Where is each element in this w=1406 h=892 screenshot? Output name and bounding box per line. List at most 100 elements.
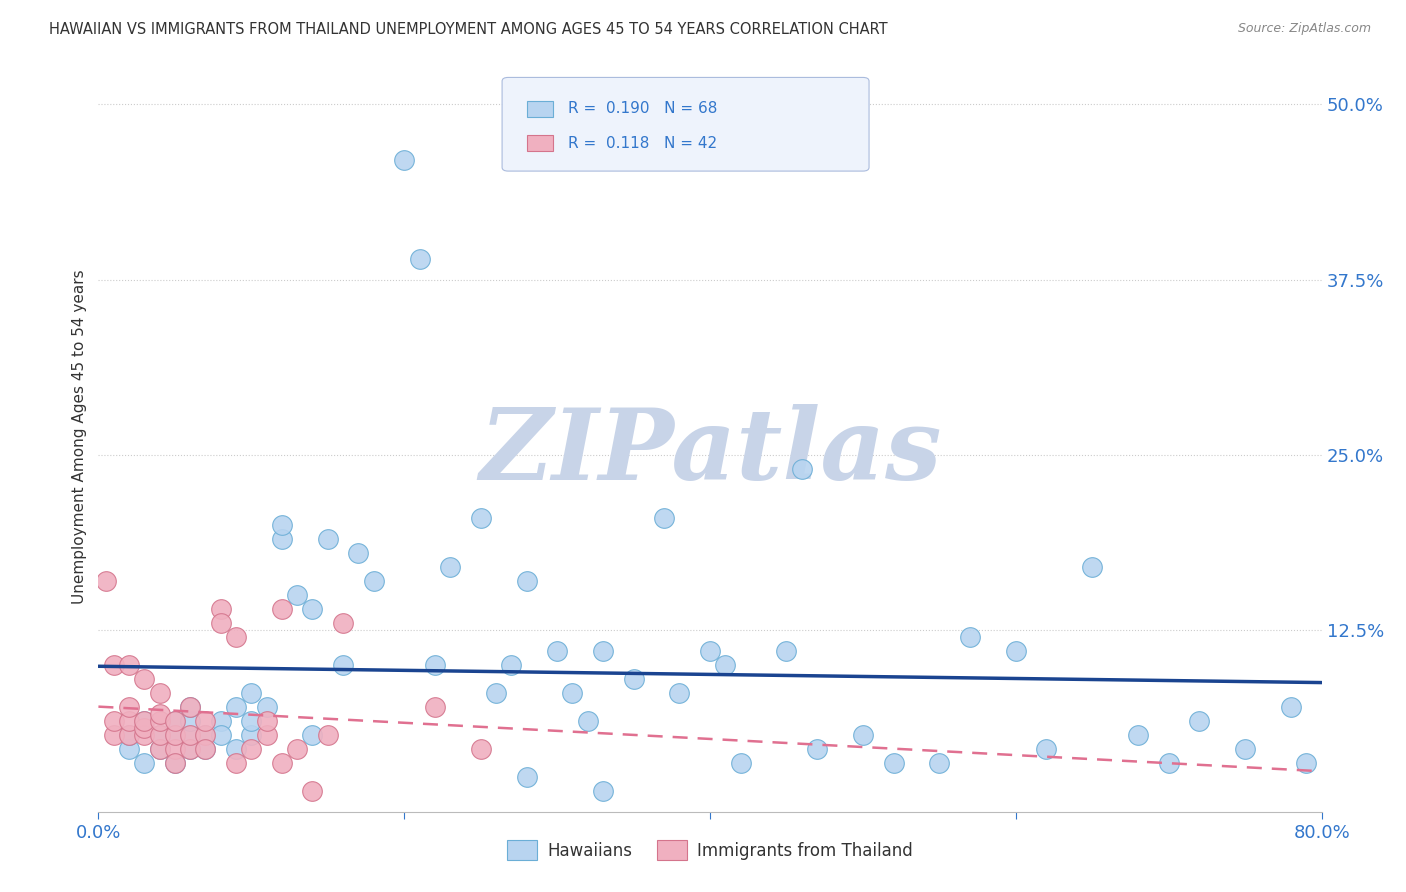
Point bbox=[134, 672, 156, 686]
Point bbox=[103, 657, 125, 672]
Point bbox=[546, 643, 568, 657]
Point bbox=[149, 706, 172, 721]
Point bbox=[270, 601, 292, 615]
Point bbox=[301, 601, 323, 615]
Point bbox=[163, 728, 186, 742]
Point bbox=[301, 783, 323, 797]
Point bbox=[790, 461, 813, 475]
Point bbox=[149, 686, 172, 700]
Point bbox=[270, 532, 292, 546]
Point bbox=[1004, 643, 1026, 657]
Point bbox=[179, 714, 201, 728]
Text: R =  0.190   N = 68: R = 0.190 N = 68 bbox=[568, 102, 717, 116]
Point bbox=[1279, 699, 1302, 714]
Point bbox=[363, 574, 385, 588]
Point bbox=[118, 699, 141, 714]
FancyBboxPatch shape bbox=[527, 101, 554, 117]
Point bbox=[163, 741, 186, 756]
Point bbox=[256, 699, 278, 714]
Point bbox=[149, 728, 172, 742]
Point bbox=[270, 517, 292, 532]
Point bbox=[194, 741, 217, 756]
Point bbox=[852, 728, 875, 742]
Point bbox=[134, 714, 156, 728]
Point bbox=[285, 741, 308, 756]
Point bbox=[623, 672, 645, 686]
Point bbox=[316, 532, 339, 546]
Point bbox=[225, 741, 247, 756]
Point bbox=[134, 721, 156, 735]
Point bbox=[240, 741, 263, 756]
Point bbox=[470, 741, 492, 756]
Point bbox=[194, 741, 217, 756]
Point bbox=[316, 728, 339, 742]
Point bbox=[118, 714, 141, 728]
Point bbox=[103, 714, 125, 728]
Text: ZIPatlas: ZIPatlas bbox=[479, 404, 941, 500]
Point bbox=[714, 657, 737, 672]
Point bbox=[225, 699, 247, 714]
Point bbox=[163, 728, 186, 742]
Point bbox=[576, 714, 599, 728]
Point bbox=[408, 252, 430, 266]
Point bbox=[179, 741, 201, 756]
Point bbox=[270, 756, 292, 770]
Y-axis label: Unemployment Among Ages 45 to 54 years: Unemployment Among Ages 45 to 54 years bbox=[72, 269, 87, 605]
FancyBboxPatch shape bbox=[502, 78, 869, 171]
Point bbox=[423, 699, 446, 714]
Point bbox=[668, 686, 690, 700]
Point bbox=[149, 714, 172, 728]
Point bbox=[194, 728, 217, 742]
Legend: Hawaiians, Immigrants from Thailand: Hawaiians, Immigrants from Thailand bbox=[501, 833, 920, 867]
Point bbox=[730, 756, 752, 770]
Point bbox=[485, 686, 508, 700]
Point bbox=[883, 756, 905, 770]
Point bbox=[209, 728, 232, 742]
Point bbox=[256, 714, 278, 728]
Point bbox=[179, 728, 201, 742]
Point bbox=[332, 657, 354, 672]
Point bbox=[209, 615, 232, 630]
Point bbox=[561, 686, 583, 700]
Point bbox=[301, 728, 323, 742]
Point bbox=[118, 728, 141, 742]
Point bbox=[118, 728, 141, 742]
Point bbox=[592, 783, 614, 797]
Point bbox=[256, 728, 278, 742]
Point bbox=[94, 574, 117, 588]
Point bbox=[285, 588, 308, 602]
Point bbox=[209, 714, 232, 728]
Point bbox=[194, 714, 217, 728]
Point bbox=[179, 741, 201, 756]
Point bbox=[225, 756, 247, 770]
Point bbox=[179, 699, 201, 714]
Point bbox=[1081, 559, 1104, 574]
Point bbox=[225, 630, 247, 644]
Point bbox=[501, 657, 523, 672]
Point bbox=[592, 643, 614, 657]
Point bbox=[1035, 741, 1057, 756]
Point bbox=[806, 741, 828, 756]
Point bbox=[163, 756, 186, 770]
Point bbox=[1128, 728, 1150, 742]
Point bbox=[134, 728, 156, 742]
Point bbox=[516, 770, 538, 784]
Point bbox=[1234, 741, 1257, 756]
Point bbox=[240, 728, 263, 742]
Point bbox=[240, 686, 263, 700]
Point bbox=[209, 601, 232, 615]
Point bbox=[103, 728, 125, 742]
Point bbox=[470, 510, 492, 524]
Point bbox=[392, 153, 416, 168]
Point bbox=[423, 657, 446, 672]
Point bbox=[775, 643, 797, 657]
Text: Source: ZipAtlas.com: Source: ZipAtlas.com bbox=[1237, 22, 1371, 36]
Point bbox=[149, 728, 172, 742]
Point bbox=[928, 756, 950, 770]
Point bbox=[347, 546, 370, 560]
Text: R =  0.118   N = 42: R = 0.118 N = 42 bbox=[568, 136, 717, 151]
Point bbox=[652, 510, 675, 524]
Point bbox=[118, 741, 141, 756]
Point bbox=[1295, 756, 1317, 770]
Point bbox=[332, 615, 354, 630]
